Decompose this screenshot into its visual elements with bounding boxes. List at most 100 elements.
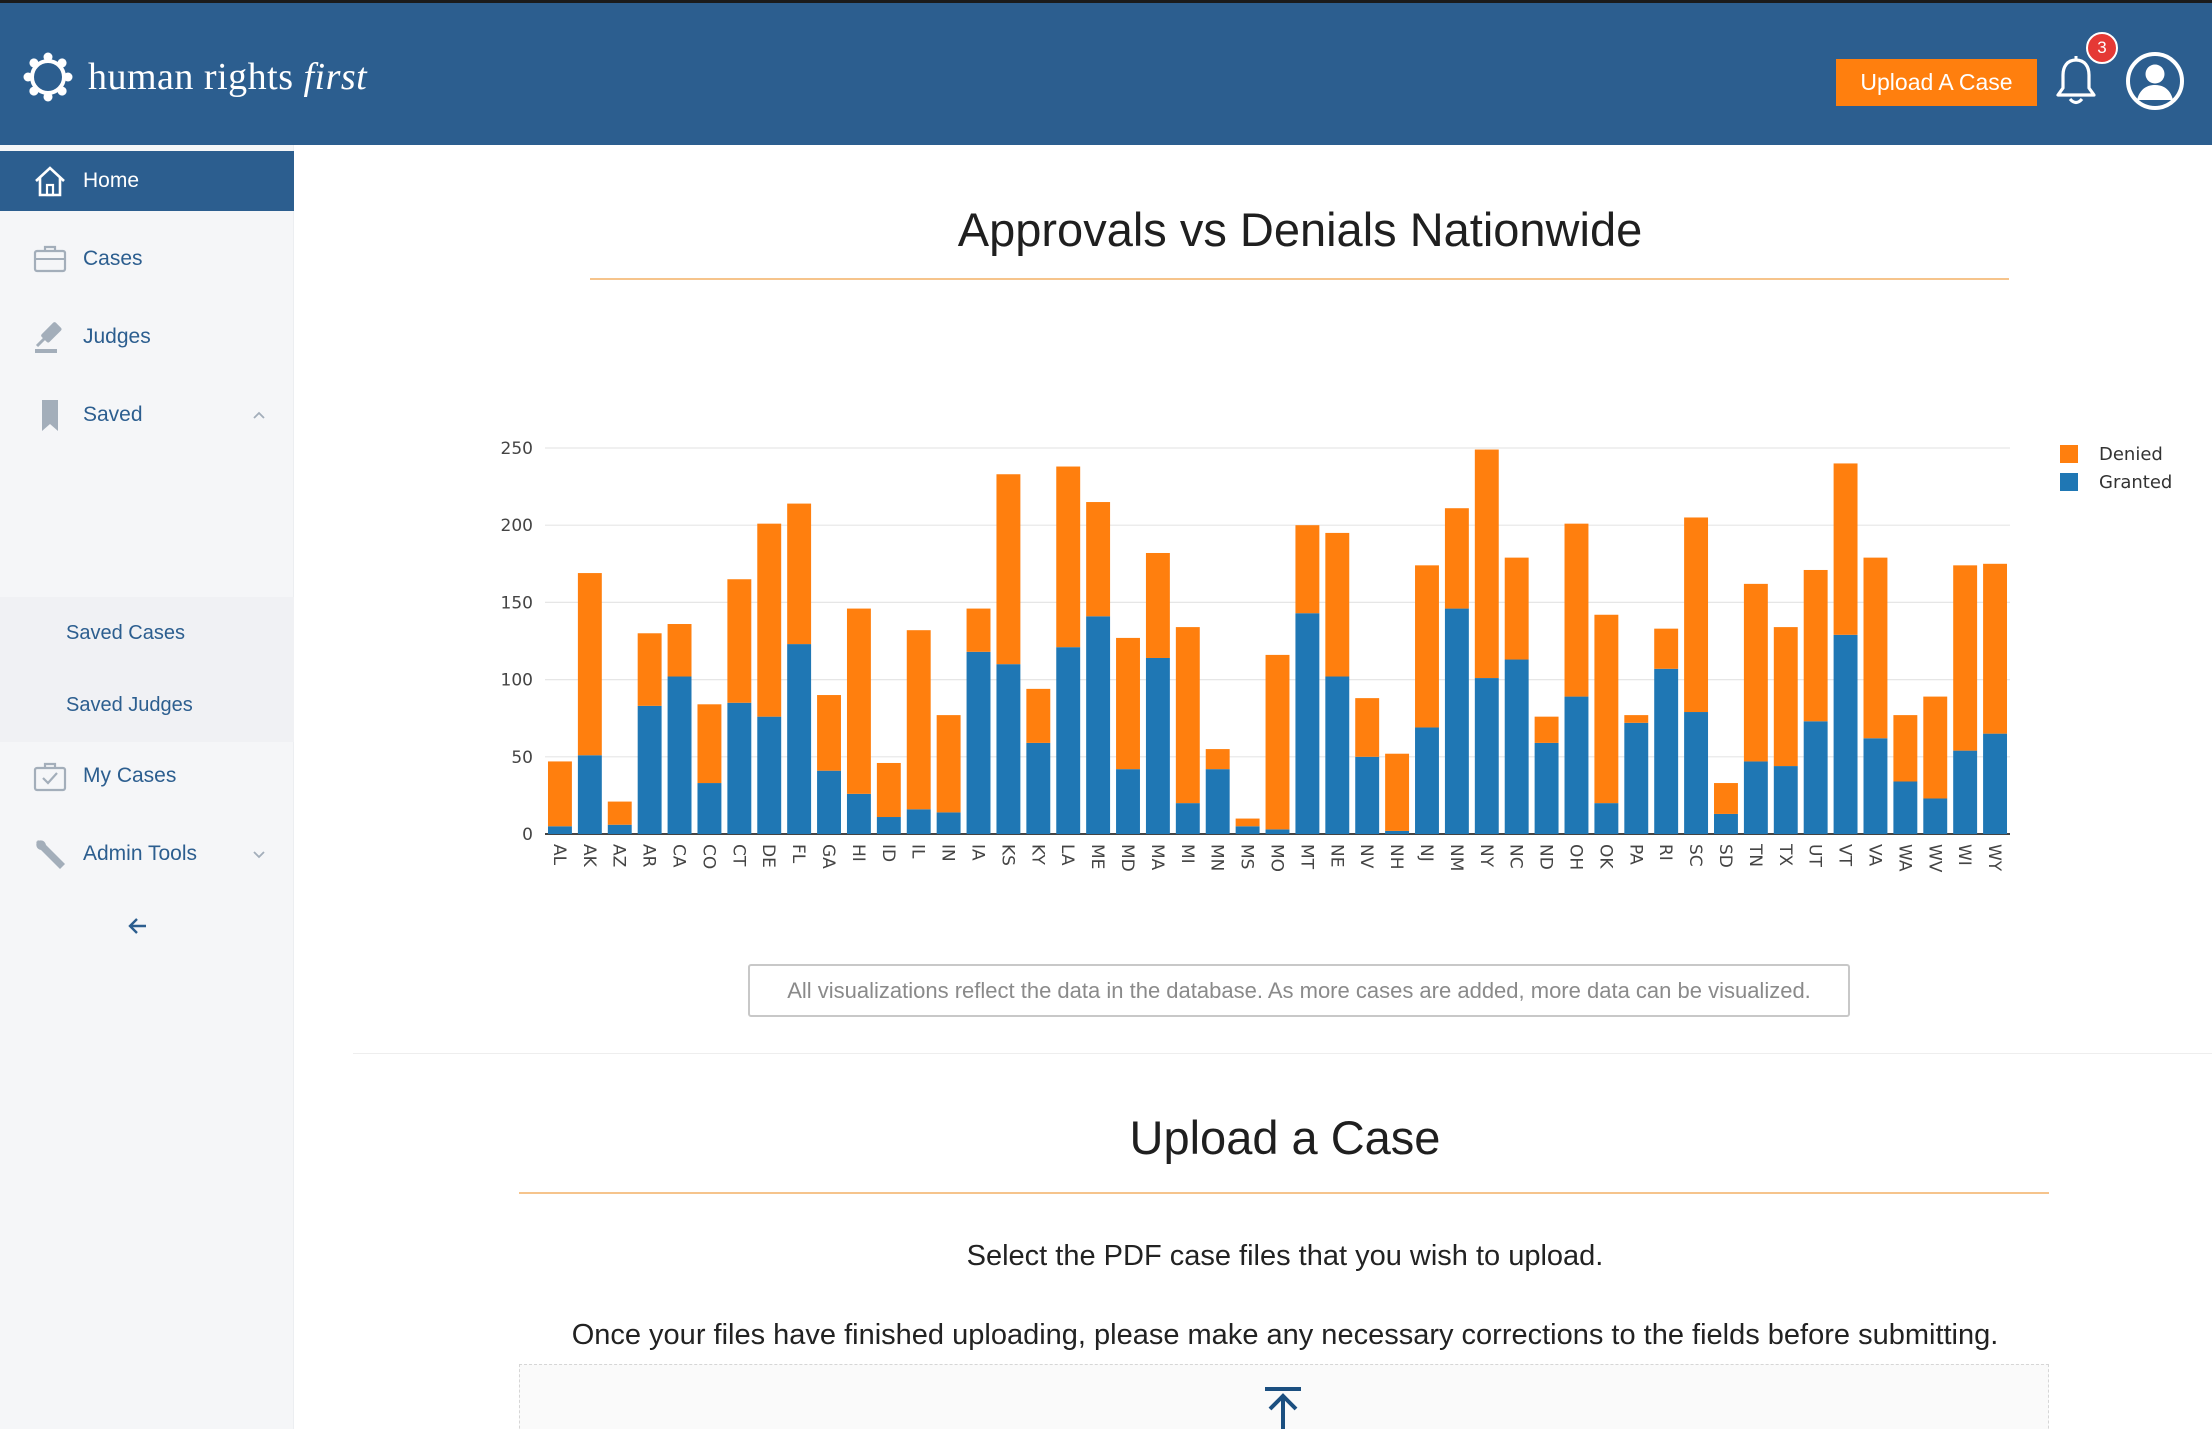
x-tick-label: MI: [1177, 844, 1197, 864]
notification-badge[interactable]: 3: [2086, 32, 2118, 64]
bar-denied: [697, 704, 722, 784]
bar-granted: [1534, 742, 1559, 834]
sidebar-item-admin-tools[interactable]: Admin Tools: [0, 824, 294, 884]
legend-item-granted[interactable]: Granted: [2060, 468, 2172, 496]
x-tick-label: KS: [997, 844, 1017, 866]
arrow-left-icon[interactable]: [124, 912, 152, 940]
x-tick-label: AR: [639, 844, 659, 868]
x-tick-label: MO: [1267, 844, 1287, 872]
bar-granted: [1953, 750, 1978, 834]
bar-denied: [1833, 463, 1858, 635]
bar-granted: [1295, 613, 1320, 834]
sidebar-item-label: Cases: [83, 247, 143, 270]
sidebar-item-home[interactable]: Home: [0, 151, 294, 211]
bar-granted: [996, 664, 1021, 834]
bar-denied: [1953, 565, 1978, 751]
bar-denied: [817, 695, 841, 771]
bar-denied: [1355, 698, 1380, 757]
top-navbar: human rights first Upload A Case 3: [0, 0, 2212, 145]
y-tick-label: 50: [511, 748, 533, 768]
user-avatar-icon[interactable]: [2125, 51, 2185, 111]
bar-denied: [1893, 715, 1918, 782]
bar-denied: [607, 801, 632, 825]
bar-denied: [906, 630, 931, 810]
upload-case-button[interactable]: Upload A Case: [1836, 59, 2037, 106]
briefcase-icon: [30, 239, 70, 279]
bar-denied: [727, 579, 752, 703]
stacked-bar-chart: 0 50 100 150 200 250 AL AK AZ AR CA CO CT DE FL GA HI ID I…: [470, 420, 2210, 900]
bar-denied: [1474, 449, 1499, 679]
x-tick-label: VA: [1864, 844, 1884, 867]
bar-granted: [1056, 647, 1081, 834]
sidebar-item-cases[interactable]: Cases: [0, 229, 294, 289]
bar-granted: [1444, 608, 1469, 834]
sidebar-subitem-label: Saved Judges: [66, 693, 193, 716]
checked-briefcase-icon: [30, 756, 70, 796]
x-tick-label: CT: [728, 844, 748, 867]
bar-denied: [637, 633, 662, 706]
bar-granted: [787, 644, 812, 834]
x-tick-label: NC: [1506, 844, 1526, 869]
sidebar-item-saved-cases[interactable]: Saved Cases: [0, 597, 294, 669]
x-tick-label: WV: [1924, 844, 1944, 873]
bar-denied: [1325, 532, 1350, 677]
x-tick-label: NH: [1386, 844, 1406, 870]
wrench-icon: [30, 834, 70, 874]
x-tick-label: KY: [1027, 844, 1047, 866]
sidebar-item-my-cases[interactable]: My Cases: [0, 746, 294, 806]
section-divider: [353, 1053, 2212, 1054]
sidebar-item-judges[interactable]: Judges: [0, 307, 294, 367]
bar-granted: [1773, 766, 1798, 834]
bell-icon[interactable]: [2054, 55, 2098, 107]
bar-granted: [1086, 616, 1111, 834]
bar-granted: [906, 809, 931, 834]
bar-denied: [996, 474, 1021, 665]
bar-granted: [727, 702, 752, 834]
legend-swatch-granted: [2060, 473, 2078, 491]
bar-granted: [1833, 634, 1858, 834]
bar-denied: [966, 608, 991, 652]
saved-submenu: Saved Cases Saved Judges: [0, 597, 294, 742]
bar-denied: [1086, 502, 1111, 617]
bar-denied: [936, 715, 961, 813]
x-tick-label: NM: [1446, 844, 1466, 871]
chevron-down-icon[interactable]: [250, 845, 268, 863]
x-tick-label: TN: [1745, 843, 1765, 867]
chevron-up-icon[interactable]: [250, 406, 268, 424]
x-tick-label: NY: [1476, 844, 1496, 868]
gavel-icon: [30, 317, 70, 357]
y-tick-label: 100: [501, 671, 533, 691]
upload-title-underline: [519, 1192, 2049, 1194]
x-tick-label: MT: [1296, 844, 1316, 870]
x-tick-label: SD: [1715, 844, 1735, 868]
bar-denied: [757, 523, 782, 717]
x-tick-label: MA: [1147, 844, 1167, 871]
bar-granted: [1504, 659, 1529, 834]
legend-label: Granted: [2099, 471, 2173, 493]
x-tick-label: UT: [1805, 844, 1825, 867]
bar-denied: [1624, 715, 1649, 723]
brand-name-main: human rights: [88, 56, 294, 98]
bar-denied: [1534, 716, 1559, 743]
bar-denied: [1295, 525, 1320, 614]
bar-granted: [1385, 830, 1410, 834]
bar-granted: [1863, 738, 1888, 834]
bar-denied: [1235, 818, 1260, 827]
bar-denied: [1205, 749, 1230, 770]
bar-granted: [1594, 803, 1619, 834]
bar-granted: [577, 755, 602, 834]
bar-denied: [1923, 696, 1948, 799]
sidebar-item-saved[interactable]: Saved: [0, 385, 294, 445]
bookmark-icon: [30, 395, 70, 435]
x-tick-label: ND: [1536, 844, 1556, 870]
upload-instruction: Select the PDF case files that you wish …: [966, 1240, 1604, 1272]
x-tick-label: WY: [1984, 844, 2004, 872]
bar-granted: [547, 826, 572, 834]
brand-logo[interactable]: human rights first: [22, 51, 367, 103]
bar-granted: [1714, 813, 1738, 834]
upload-arrow-icon[interactable]: [1262, 1386, 1304, 1429]
bar-denied: [1983, 563, 2008, 734]
legend-item-denied[interactable]: Denied: [2060, 440, 2172, 468]
sidebar-item-saved-judges[interactable]: Saved Judges: [0, 669, 294, 741]
x-tick-label: ID: [878, 844, 898, 862]
